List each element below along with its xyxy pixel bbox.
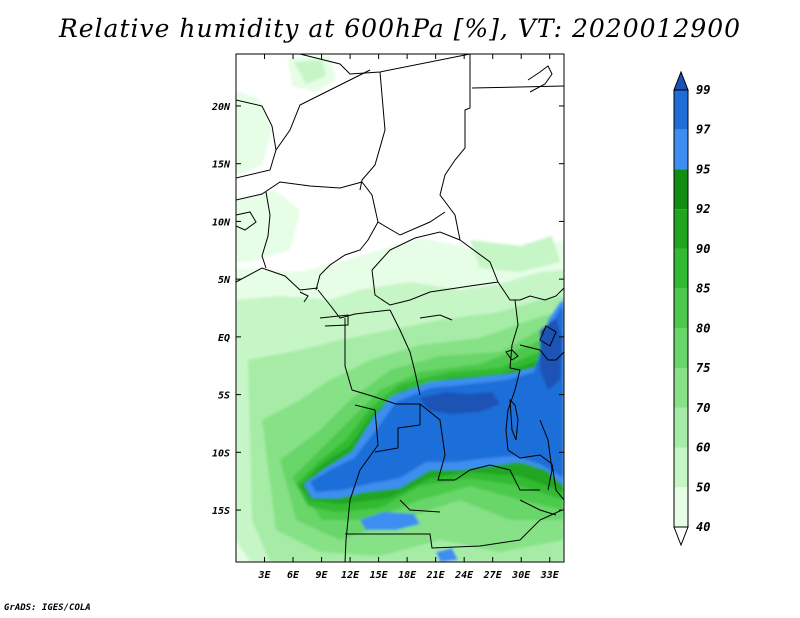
- lon-tick-label: 6E: [287, 570, 300, 581]
- lat-tick-label: 20N: [211, 102, 231, 113]
- chart-title: Relative humidity at 600hPa [%], VT: 202…: [58, 14, 742, 43]
- lon-tick-label: 9E: [316, 570, 329, 581]
- rh-blue-south-region: [360, 512, 420, 530]
- colorbar-level-label: 97: [696, 123, 711, 137]
- country-borders: [236, 54, 564, 562]
- lon-tick-label: 30E: [511, 570, 531, 581]
- colorbar-level-label: 85: [696, 282, 710, 296]
- lat-tick-label: 15S: [212, 506, 230, 517]
- lat-tick-label: 5N: [218, 275, 231, 286]
- colorbar-swatch: [674, 328, 688, 369]
- lat-tick-label: 5S: [218, 391, 230, 402]
- colorbar-level-label: 50: [696, 480, 710, 494]
- colorbar-swatch: [674, 169, 688, 210]
- colorbar-level-label: 95: [696, 162, 710, 176]
- colorbar-swatch: [674, 487, 688, 527]
- lon-tick-label: 15E: [370, 570, 389, 581]
- colorbar-level-label: 75: [696, 361, 710, 375]
- colorbar-level-label: 60: [696, 441, 710, 455]
- lon-tick-label: 21E: [426, 570, 446, 581]
- colorbar-swatch: [674, 90, 688, 130]
- lon-tick-label: 3E: [257, 570, 271, 581]
- colorbar-level-label: 70: [696, 401, 710, 415]
- border-libya-chad: [299, 54, 471, 75]
- colorbar-level-label: 92: [696, 202, 710, 216]
- lat-tick-label: 10S: [212, 448, 230, 459]
- latitude-axis: 20N 15N 10N 5N EQ 5S 10S 15S: [211, 102, 564, 517]
- rh-40-50-sahel-region: [236, 190, 300, 262]
- lon-tick-label: 24E: [454, 570, 474, 581]
- lon-tick-label: 12E: [341, 570, 360, 581]
- rh-99-region: [420, 392, 500, 414]
- colorbar-swatch: [674, 248, 688, 289]
- map-frame: [235, 53, 565, 563]
- colorbar-lower-triangle: [673, 526, 689, 547]
- colorbar-swatch: [674, 129, 688, 170]
- rh-40-50-north-region: [236, 90, 272, 175]
- lat-tick-label: EQ: [218, 333, 230, 344]
- rh-blue-lake-region: [436, 548, 458, 562]
- colorbar-swatch: [674, 447, 688, 488]
- humidity-field: [236, 54, 564, 562]
- lat-tick-label: 10N: [212, 217, 231, 228]
- longitude-axis: 3E 6E 9E 12E 15E 18E 21E 24E 27E 30E 33E: [257, 54, 560, 581]
- rh-99-east-region: [540, 318, 562, 390]
- lon-tick-label: 27E: [483, 570, 503, 581]
- lat-tick-label: 15N: [212, 160, 231, 171]
- rh-50-60-east-region: [470, 236, 560, 272]
- colorbar-swatch: [674, 368, 688, 408]
- colorbar-level-label: 90: [696, 242, 710, 256]
- colorbar-frame: [673, 89, 689, 528]
- colorbar-level-label: 80: [696, 321, 710, 335]
- grads-credit: GrADS: IGES/COLA: [4, 603, 91, 613]
- colorbar-swatch: [674, 407, 688, 448]
- colorbar-upper-triangle: [673, 70, 689, 91]
- lon-tick-label: 33E: [540, 570, 560, 581]
- rh-50-60-top-region: [294, 60, 326, 84]
- colorbar-legend: 40 50 60 70 75 80 85 90 92 95 97 99: [673, 70, 711, 547]
- colorbar-swatch: [674, 209, 688, 249]
- colorbar-level-label: 40: [696, 520, 710, 534]
- colorbar-swatch: [674, 288, 688, 329]
- colorbar-level-label: 99: [696, 83, 710, 97]
- lon-tick-label: 18E: [398, 570, 417, 581]
